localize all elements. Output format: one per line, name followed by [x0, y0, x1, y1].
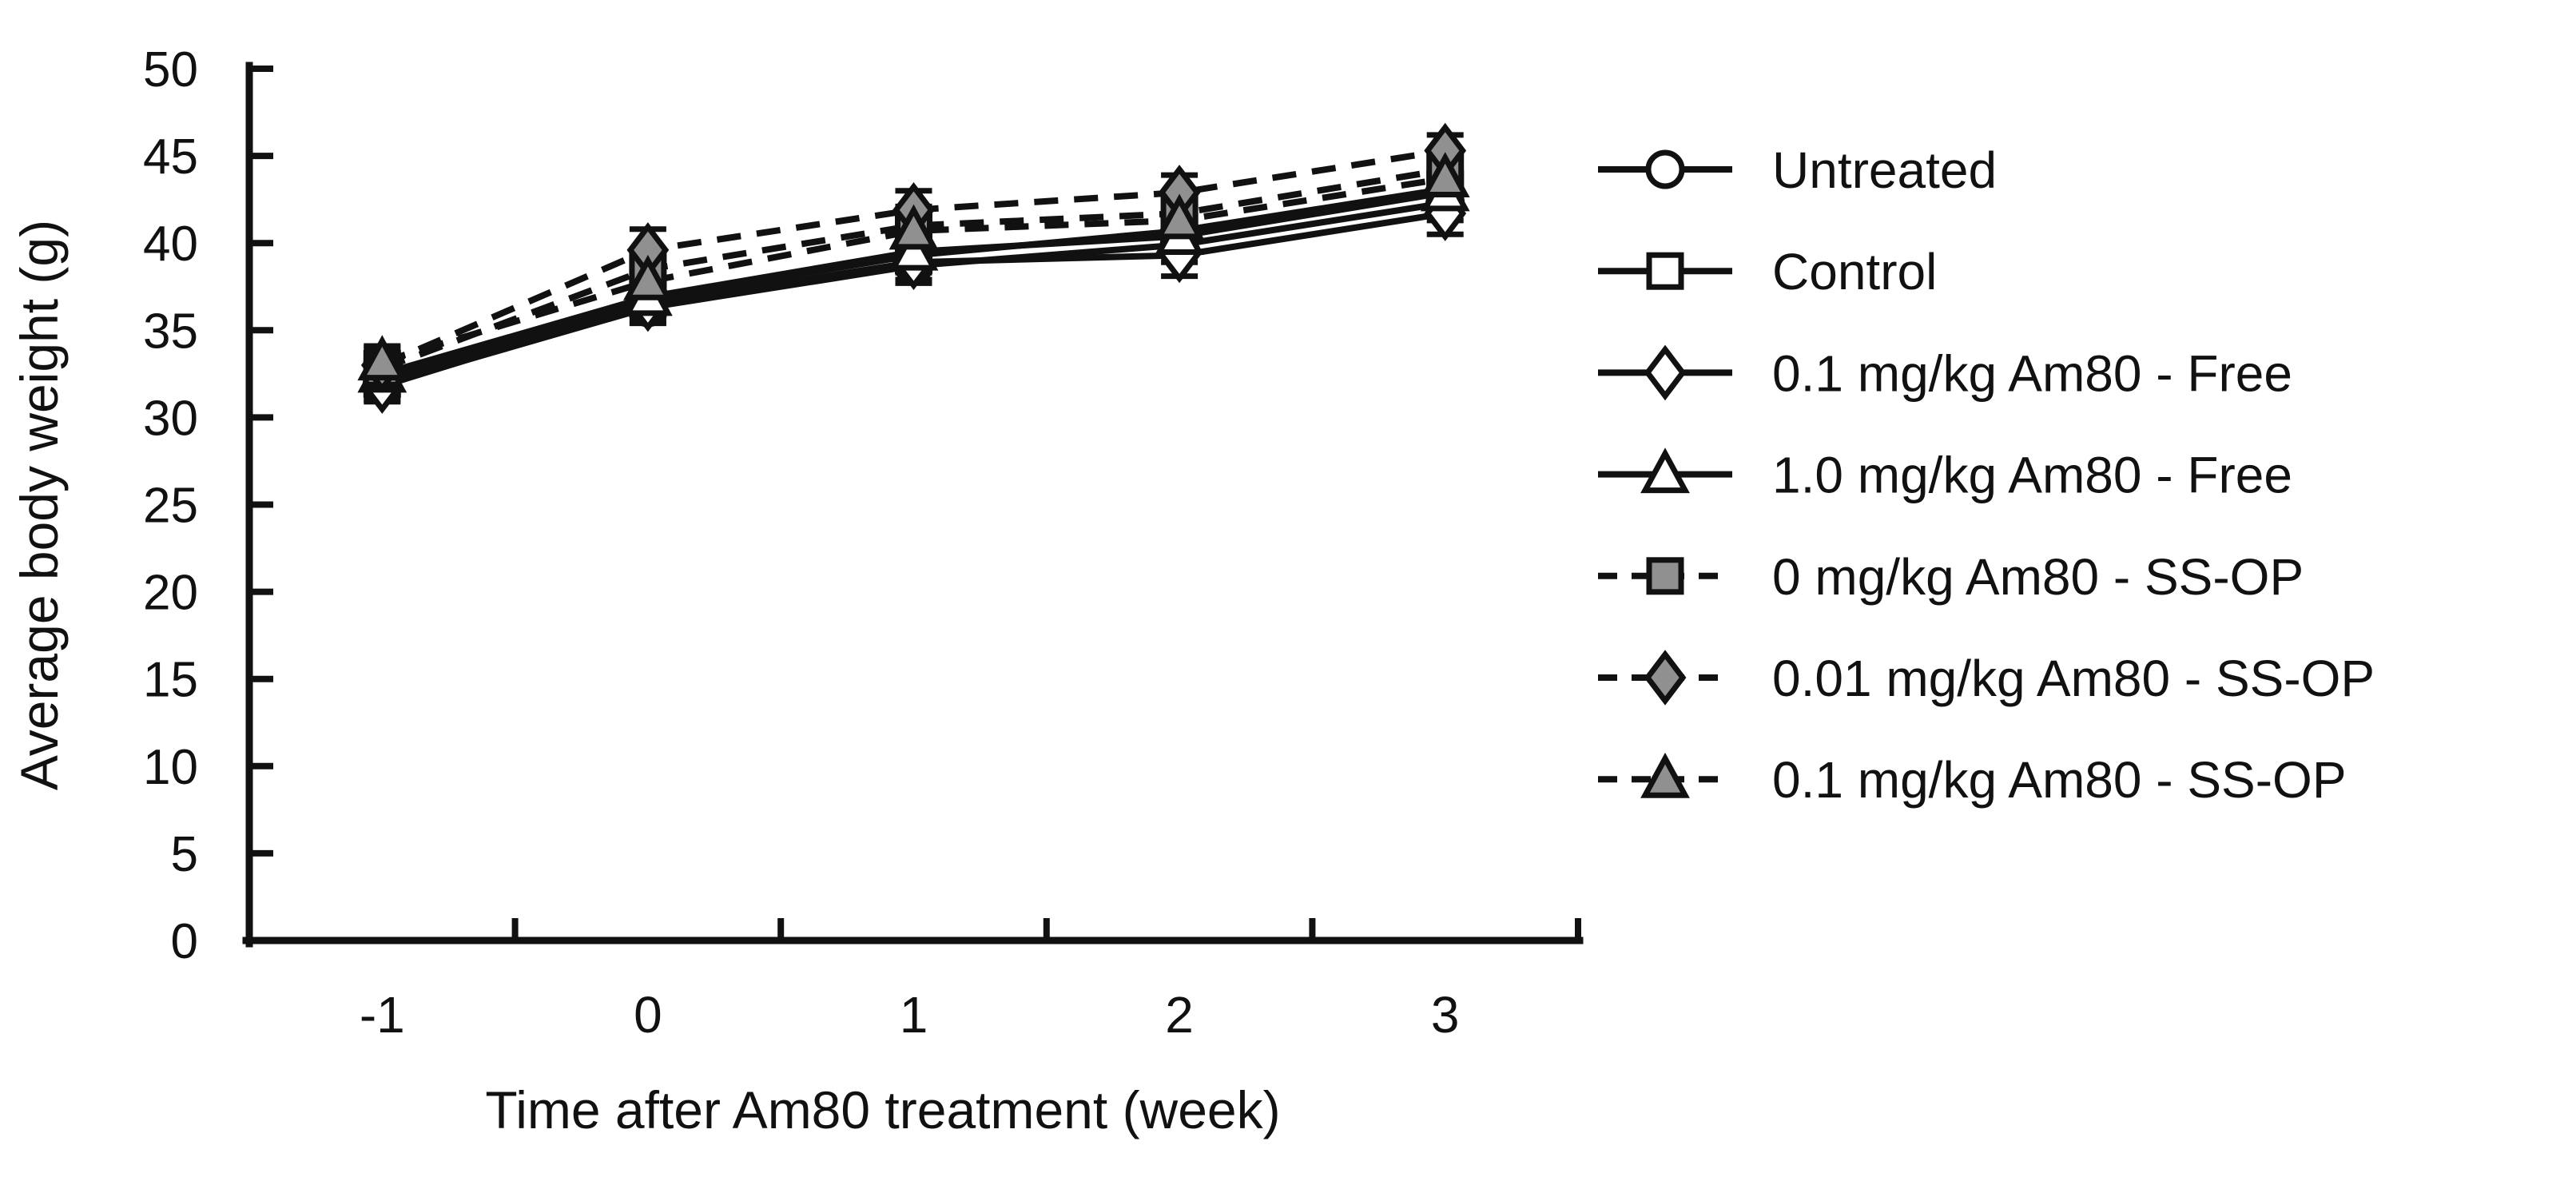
y-tick-labels: 0 5 10 15 20 25 30 35 40 45 50: [143, 42, 198, 969]
legend-item-0-1-mg-kg-am80-free: 0.1 mg/kg Am80 - Free: [1598, 344, 2292, 402]
triangle-marker: [888, 204, 939, 250]
triangle-marker: [357, 335, 407, 381]
legend-label: 0 mg/kg Am80 - SS-OP: [1772, 548, 2304, 606]
y-tick-label: 40: [143, 217, 198, 272]
y-tick-label: 45: [143, 129, 198, 185]
chart-root: 0 5 10 15 20 25 30 35 40 45 50 -1 0 1 2 3 Time after Am8…: [10, 42, 2375, 1139]
y-tick-label: 10: [143, 740, 198, 795]
y-tick-label: 25: [143, 479, 198, 534]
legend-label: 0.1 mg/kg Am80 - Free: [1772, 344, 2292, 402]
x-tick-label: 2: [1165, 986, 1194, 1044]
legend-item-control: Control: [1598, 243, 1937, 300]
x-tick-label: 0: [634, 986, 662, 1044]
legend-item-untreated: Untreated: [1598, 141, 1997, 199]
legend-item-0-01-mg-kg-am80-ss-op: 0.01 mg/kg Am80 - SS-OP: [1598, 650, 2375, 707]
legend-triangle-marker: [1640, 752, 1690, 798]
legend-label: Untreated: [1772, 141, 1997, 199]
y-tick-label: 30: [143, 391, 198, 446]
legend-square-marker: [1646, 252, 1684, 290]
legend-circle-marker: [1645, 149, 1685, 189]
legend-item-0-mg-kg-am80-ss-op: 0 mg/kg Am80 - SS-OP: [1598, 548, 2304, 606]
x-ticks: [511, 918, 1581, 940]
y-tick-label: 15: [143, 653, 198, 708]
legend-item-0-1-mg-kg-am80-ss-op: 0.1 mg/kg Am80 - SS-OP: [1598, 751, 2347, 809]
y-ticks: [249, 66, 273, 857]
x-tick-labels: -1 0 1 2 3: [360, 986, 1460, 1044]
y-tick-label: 50: [143, 42, 198, 97]
triangle-marker: [623, 254, 673, 300]
legend-label: 1.0 mg/kg Am80 - Free: [1772, 447, 2292, 504]
y-tick-label: 20: [143, 566, 198, 621]
legend-item-1-0-mg-kg-am80-free: 1.0 mg/kg Am80 - Free: [1598, 447, 2292, 504]
y-tick-label: 5: [171, 827, 198, 882]
legend-label: 0.1 mg/kg Am80 - SS-OP: [1772, 751, 2347, 809]
legend: Untreated Control 0.1 mg/kg Am80 - Free 1.0…: [1598, 141, 2375, 809]
legend-triangle-marker: [1640, 447, 1690, 494]
x-axis-title: Time after Am80 treatment (week): [485, 1080, 1280, 1139]
x-tick-label: -1: [360, 986, 405, 1044]
legend-label: Control: [1772, 243, 1937, 300]
legend-square-marker: [1646, 557, 1684, 595]
markers-0-1-mg-kg-am80-ss-op: [357, 152, 1470, 381]
triangle-marker: [1155, 193, 1204, 240]
series-markers: [357, 122, 1470, 414]
y-tick-label: 35: [143, 304, 198, 359]
triangle-marker: [1420, 152, 1470, 197]
x-tick-label: 3: [1431, 986, 1460, 1044]
legend-label: 0.01 mg/kg Am80 - SS-OP: [1772, 650, 2375, 707]
legend-diamond-marker: [1644, 344, 1687, 401]
legend-diamond-marker: [1644, 650, 1687, 706]
y-tick-label: 0: [171, 914, 198, 969]
y-axis-title: Average body weight (g): [10, 220, 69, 790]
x-tick-label: 1: [900, 986, 928, 1044]
